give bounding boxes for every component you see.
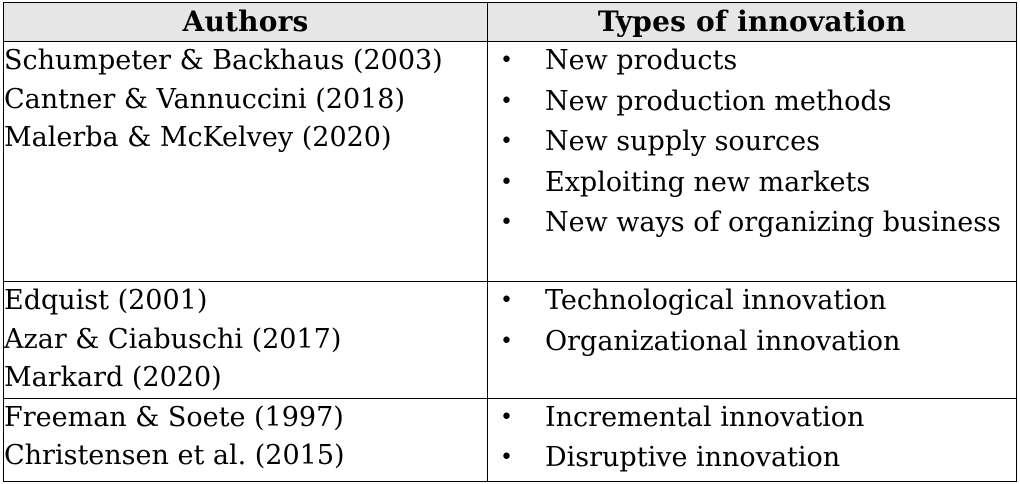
author-citation: Christensen et al. (2015) xyxy=(4,440,345,471)
innovation-type: Organizational innovation xyxy=(545,325,901,357)
table-header-row: Authors Types of innovation xyxy=(3,2,1017,42)
bullet-icon: • xyxy=(500,445,513,470)
bullet-icon: • xyxy=(500,88,513,114)
table-row: Freeman & Soete (1997) Christensen et al… xyxy=(3,397,1017,482)
author-citation: Malerba & McKelvey (2020) xyxy=(4,122,392,153)
list-item: • Technological innovation xyxy=(488,282,1016,321)
list-item: • Exploiting new markets xyxy=(488,164,1016,203)
bullet-icon: • xyxy=(500,169,513,195)
innovation-type-list: • Technological innovation • Organizationa… xyxy=(488,282,1016,361)
header-authors: Authors xyxy=(3,2,488,42)
table-row: Edquist (2001) Azar & Ciabuschi (2017) M… xyxy=(3,281,1017,399)
authors-cell: Schumpeter & Backhaus (2003) Cantner & V… xyxy=(3,41,488,282)
innovation-type: New production methods xyxy=(545,85,892,117)
bullet-icon: • xyxy=(500,129,513,154)
author-citation: Markard (2020) xyxy=(4,362,222,393)
innovation-type: New supply sources xyxy=(545,126,820,157)
header-types-of-innovation: Types of innovation xyxy=(487,2,1017,42)
list-item: • Organizational innovation xyxy=(488,323,1016,362)
bullet-icon: • xyxy=(500,288,513,313)
list-item: • Disruptive innovation xyxy=(488,439,1016,478)
list-item: • New products xyxy=(488,42,1016,81)
innovation-type-list: • Incremental innovation • Disruptive inno… xyxy=(488,399,1016,478)
innovation-type: Technological innovation xyxy=(545,285,887,316)
table-row: Schumpeter & Backhaus (2003) Cantner & V… xyxy=(3,41,1017,282)
innovation-type: Exploiting new markets xyxy=(545,166,871,198)
types-cell: • New products • New production methods • N… xyxy=(487,41,1017,282)
types-cell: • Technological innovation • Organizationa… xyxy=(487,281,1017,399)
innovation-type: Incremental innovation xyxy=(545,401,865,433)
author-citation: Edquist (2001) xyxy=(4,285,208,316)
innovation-types-table: Authors Types of innovation Schumpeter &… xyxy=(3,2,1017,482)
innovation-type: New ways of organizing business xyxy=(545,207,1001,238)
bullet-icon: • xyxy=(500,210,513,235)
bullet-icon: • xyxy=(500,328,513,354)
list-item: • Incremental innovation xyxy=(488,399,1016,438)
list-item: • New production methods xyxy=(488,83,1016,122)
author-citation: Freeman & Soete (1997) xyxy=(4,401,344,433)
author-citation: Cantner & Vannuccini (2018) xyxy=(4,83,406,115)
author-citation: Azar & Ciabuschi (2017) xyxy=(4,323,342,355)
list-item: • New ways of organizing business xyxy=(488,204,1016,243)
types-cell: • Incremental innovation • Disruptive inno… xyxy=(487,397,1017,482)
bullet-icon: • xyxy=(500,48,513,73)
innovation-type: New products xyxy=(545,45,738,76)
authors-cell: Freeman & Soete (1997) Christensen et al… xyxy=(3,397,488,482)
authors-cell: Edquist (2001) Azar & Ciabuschi (2017) M… xyxy=(3,281,488,399)
innovation-type-list: • New products • New production methods • N… xyxy=(488,42,1016,243)
bullet-icon: • xyxy=(500,404,513,430)
list-item: • New supply sources xyxy=(488,123,1016,162)
author-citation: Schumpeter & Backhaus (2003) xyxy=(4,45,443,76)
innovation-type: Disruptive innovation xyxy=(545,442,841,473)
